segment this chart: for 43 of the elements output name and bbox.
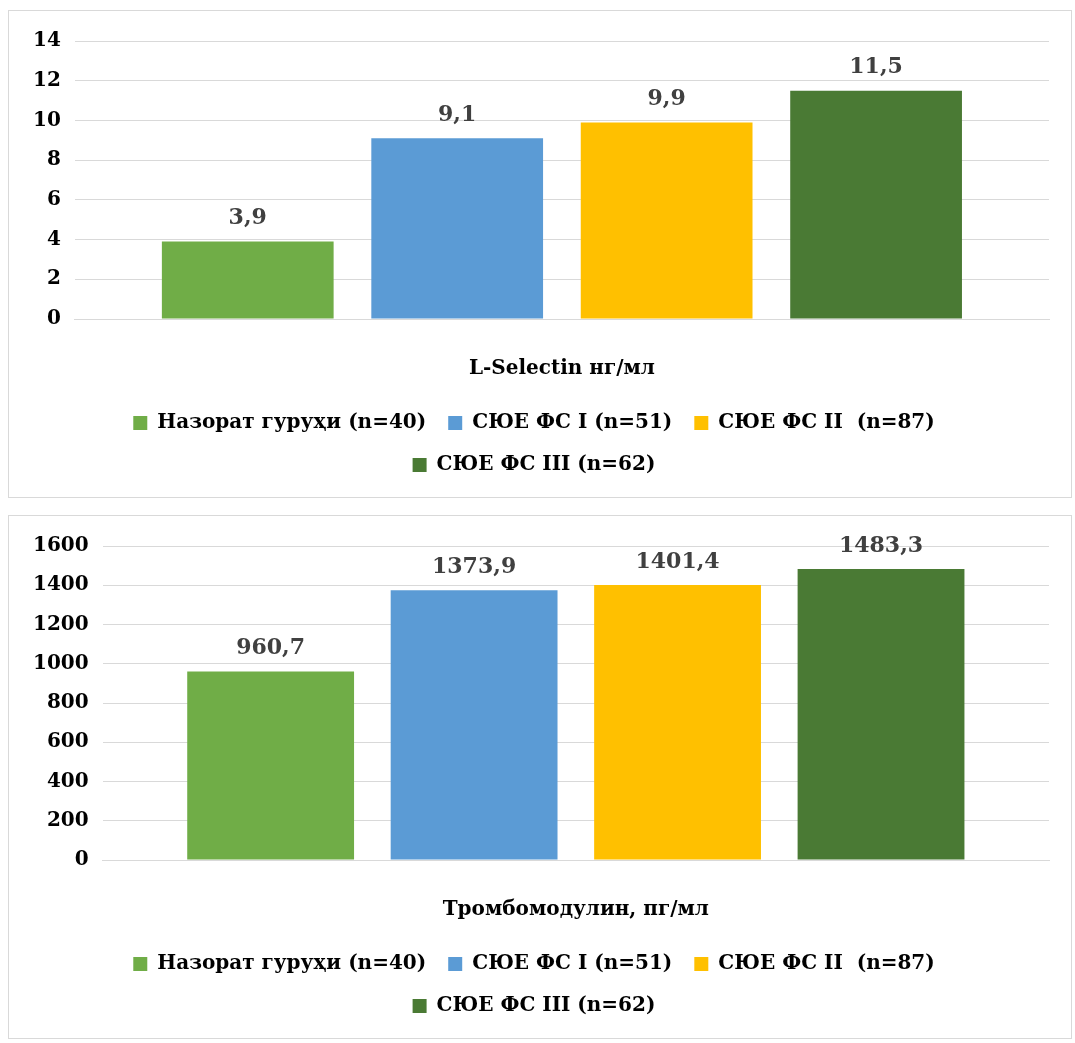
bar xyxy=(790,90,962,319)
y-tick-label: 600 xyxy=(46,728,89,753)
legend-label: СЮЕ ФС III (n=62) xyxy=(436,451,656,476)
y-tick-label: 200 xyxy=(46,806,89,831)
x-axis-title: Тромбомодулин, пг/мл xyxy=(442,896,709,921)
data-label: 9,9 xyxy=(647,84,686,111)
data-label: 11,5 xyxy=(849,52,903,79)
bar xyxy=(580,122,753,319)
bar xyxy=(187,671,355,860)
legend-label: СЮЕ ФС I (n=51) xyxy=(472,950,673,975)
y-tick-label: 4 xyxy=(46,225,61,250)
data-label: 960,7 xyxy=(236,633,306,660)
legend-label: СЮЕ ФС II (n=87) xyxy=(718,409,935,434)
y-tick-label: 0 xyxy=(74,846,89,871)
y-tick-label: 8 xyxy=(46,146,61,171)
y-tick-label: 0 xyxy=(46,305,61,330)
y-tick-label: 14 xyxy=(32,27,61,52)
data-label: 1373,9 xyxy=(432,552,517,579)
bar xyxy=(797,568,965,860)
y-tick-label: 2 xyxy=(46,265,61,290)
bar xyxy=(594,584,761,860)
y-tick-label: 1200 xyxy=(32,610,89,635)
bar xyxy=(161,241,334,319)
legend-label: Назорат гуруҳи (n=40) xyxy=(157,950,427,975)
bar xyxy=(390,590,558,860)
legend-label: СЮЕ ФС I (n=51) xyxy=(472,409,673,434)
legend-label: СЮЕ ФС II (n=87) xyxy=(718,950,935,975)
y-tick-label: 10 xyxy=(32,106,61,131)
legend-label: СЮЕ ФС III (n=62) xyxy=(436,992,656,1017)
y-tick-label: 800 xyxy=(46,689,89,714)
data-label: 3,9 xyxy=(228,203,267,230)
y-tick-label: 1000 xyxy=(32,649,89,674)
y-tick-label: 1400 xyxy=(32,571,89,596)
data-label: 1401,4 xyxy=(635,546,720,573)
data-label: 1483,3 xyxy=(838,530,924,557)
legend-label: Назорат гуруҳи (n=40) xyxy=(157,409,427,434)
bar xyxy=(371,138,544,319)
data-label: 9,1 xyxy=(438,100,477,127)
y-tick-label: 400 xyxy=(46,767,89,792)
y-tick-label: 12 xyxy=(32,66,61,91)
x-axis-title: L-Selectin нг/мл xyxy=(468,355,655,380)
y-tick-label: 6 xyxy=(46,186,61,211)
y-tick-label: 1600 xyxy=(32,532,89,557)
